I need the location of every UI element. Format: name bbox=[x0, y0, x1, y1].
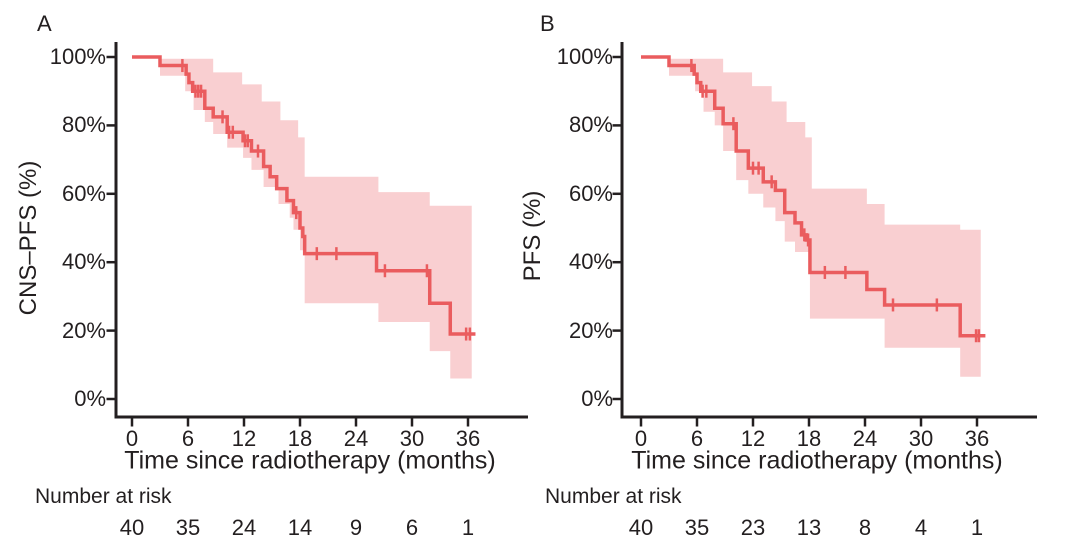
panel-a-x-tick-label: 18 bbox=[287, 426, 313, 451]
panel-a-risk-count: 35 bbox=[175, 515, 201, 540]
panel-b-x-axis-title: Time since radiotherapy (months) bbox=[631, 446, 1003, 475]
panel-a-y-tick-label: 0% bbox=[74, 386, 106, 411]
panel-b-km-curve bbox=[641, 55, 986, 338]
panel-a-y-tick-label: 60% bbox=[61, 180, 106, 206]
panel-a-x-tick-label: 0 bbox=[125, 426, 139, 451]
panel-b-x-tick-label: 6 bbox=[690, 426, 704, 451]
panel-b-y-axis-title: PFS (%) bbox=[519, 190, 546, 282]
panel-a-risk-count: 24 bbox=[231, 515, 257, 540]
panel-b-x-tick-label: 0 bbox=[634, 426, 648, 451]
panel-b-risk-count: 4 bbox=[914, 515, 928, 540]
panel-b-y-tick-label: 20% bbox=[568, 317, 613, 343]
panel-a-risk-count: 1 bbox=[461, 515, 475, 540]
panel-a-risk-count: 9 bbox=[349, 515, 363, 540]
panel-a-risk-count: 6 bbox=[405, 515, 419, 540]
panel-b-x-tick-label: 30 bbox=[908, 426, 934, 451]
panel-a-risk-count: 40 bbox=[119, 515, 145, 540]
panel-b-risk-count: 8 bbox=[858, 515, 872, 540]
panel-a-x-tick-label: 36 bbox=[455, 426, 481, 451]
panel-a-letter: A bbox=[37, 11, 52, 36]
panel-a-y-tick-label: 40% bbox=[61, 249, 106, 275]
panel-b-risk-count: 23 bbox=[740, 515, 766, 540]
panel-b-risk-table-label: Number at risk bbox=[545, 485, 682, 508]
panel-a-x-axis-title: Time since radiotherapy (months) bbox=[124, 446, 496, 475]
panel-b-risk-count: 35 bbox=[684, 515, 710, 540]
panel-a-x-tick-label: 24 bbox=[343, 426, 369, 451]
panel-b-x-tick-label: 12 bbox=[740, 426, 766, 451]
panel-a-x-tick-label: 30 bbox=[399, 426, 425, 451]
panel-b-x-tick-label: 36 bbox=[964, 426, 990, 451]
panel-b-risk-count: 40 bbox=[628, 515, 654, 540]
panel-a-confidence-band bbox=[160, 58, 472, 379]
panel-a-y-tick-label: 100% bbox=[49, 44, 106, 69]
panel-b-x-tick-label: 24 bbox=[852, 426, 878, 451]
panel-b-confidence-band bbox=[669, 58, 981, 377]
panel-a-x-tick-label: 6 bbox=[181, 426, 195, 451]
panel-a-risk-count: 14 bbox=[287, 515, 313, 540]
panel-b-y-tick-label: 100% bbox=[556, 44, 613, 69]
panel-b-y-tick-label: 40% bbox=[568, 249, 613, 275]
panel-b-y-tick-label: 0% bbox=[581, 386, 613, 411]
panel-a-risk-table-label: Number at risk bbox=[35, 485, 172, 508]
panel-b-y-tick-label: 80% bbox=[568, 112, 613, 138]
panel-b-risk-count: 13 bbox=[796, 515, 822, 540]
panel-b-x-tick-label: 18 bbox=[796, 426, 822, 451]
panel-a-y-axis-title: CNS–PFS (%) bbox=[15, 160, 42, 316]
panel-a-x-tick-label: 12 bbox=[231, 426, 257, 451]
panel-a-y-tick-label: 80% bbox=[61, 112, 106, 138]
panel-b-y-tick-label: 60% bbox=[568, 180, 613, 206]
panel-b-risk-count: 1 bbox=[970, 515, 984, 540]
panel-a-y-tick-label: 20% bbox=[61, 317, 106, 343]
panel-b-letter: B bbox=[540, 11, 555, 36]
